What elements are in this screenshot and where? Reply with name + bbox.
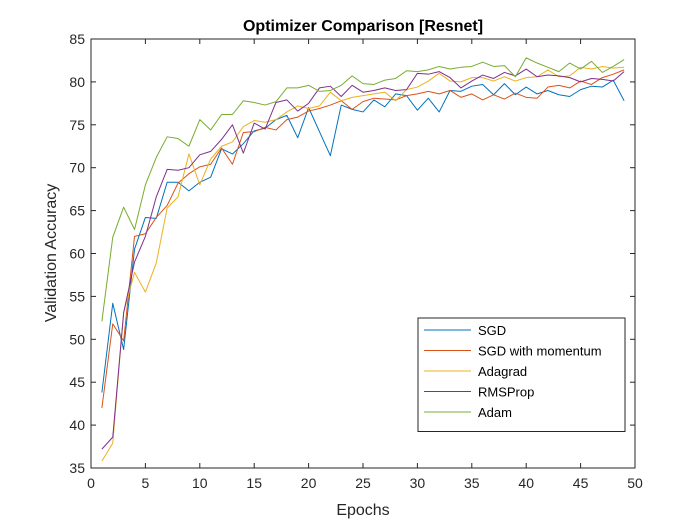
x-tick-label: 30 xyxy=(410,475,426,491)
x-tick-label: 50 xyxy=(627,475,643,491)
x-tick-label: 25 xyxy=(355,475,371,491)
x-tick-label: 40 xyxy=(518,475,534,491)
y-tick-label: 60 xyxy=(69,246,85,262)
x-tick-label: 35 xyxy=(464,475,480,491)
y-axis-title: Validation Accuracy xyxy=(43,184,60,322)
y-tick-label: 85 xyxy=(69,31,85,47)
x-tick-label: 5 xyxy=(142,475,150,491)
y-tick-label: 35 xyxy=(69,460,85,476)
legend-box xyxy=(417,317,626,432)
legend-label-4: RMSProp xyxy=(478,385,534,400)
series-line-5 xyxy=(101,57,625,322)
chart-title: Optimizer Comparison [Resnet] xyxy=(243,18,483,35)
x-tick-label: 45 xyxy=(573,475,589,491)
legend-label-3: Adagrad xyxy=(478,364,527,379)
legend: SGD SGD with momentum Adagrad RMSProp Adam xyxy=(417,317,626,432)
y-tick-label: 50 xyxy=(69,331,85,347)
series-layer xyxy=(101,57,625,462)
y-tick-label: 65 xyxy=(69,203,85,219)
x-tick-label: 15 xyxy=(246,475,262,491)
series-line-2 xyxy=(101,69,625,409)
legend-label-5: Adam xyxy=(478,405,512,420)
series-line-1 xyxy=(101,79,625,393)
legend-label-2: SGD with momentum xyxy=(478,344,602,359)
series-line-4 xyxy=(101,68,625,450)
axes-layer: 0 5 10 15 20 25 30 35 40 45 50 35 40 45 50 55 60 65 70 75 80… xyxy=(69,31,643,491)
y-tick-label: 40 xyxy=(69,417,85,433)
x-axis-title: Epochs xyxy=(336,502,389,519)
x-tick-label: 0 xyxy=(87,475,95,491)
y-tick-label: 55 xyxy=(69,288,85,304)
legend-label-1: SGD xyxy=(478,323,506,338)
y-tick-label: 80 xyxy=(69,74,85,90)
x-tick-label: 10 xyxy=(192,475,208,491)
y-tick-label: 70 xyxy=(69,160,85,176)
x-tick-label: 20 xyxy=(301,475,317,491)
y-tick-label: 45 xyxy=(69,374,85,390)
y-tick-label: 75 xyxy=(69,117,85,133)
